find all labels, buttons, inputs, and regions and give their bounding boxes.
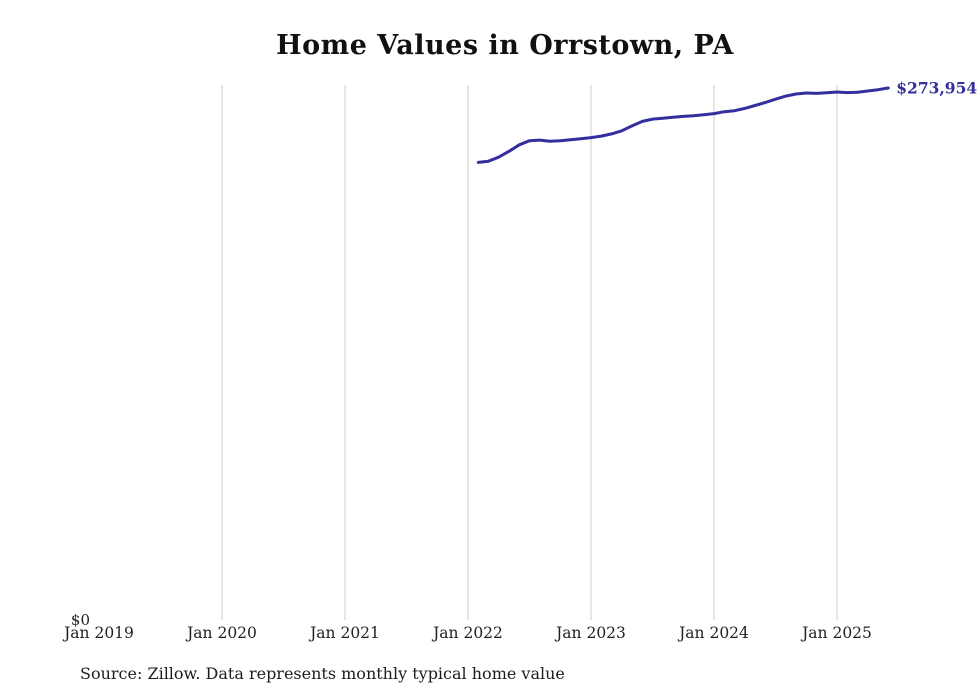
x-tick-label: Jan 2022 — [433, 624, 503, 642]
x-tick-label: Jan 2019 — [64, 624, 134, 642]
source-note: Source: Zillow. Data represents monthly … — [80, 664, 565, 683]
chart-title: Home Values in Orrstown, PA — [276, 30, 734, 61]
x-tick-label: Jan 2024 — [679, 624, 749, 642]
x-tick-label: Jan 2021 — [310, 624, 380, 642]
series-end-value-label: $273,954 — [896, 78, 978, 98]
x-tick-label: Jan 2025 — [802, 624, 872, 642]
line-series — [476, 86, 890, 164]
x-tick-label: Jan 2023 — [556, 624, 626, 642]
y-axis-zero-label: $0 — [70, 611, 90, 629]
x-tick-label: Jan 2020 — [187, 624, 257, 642]
